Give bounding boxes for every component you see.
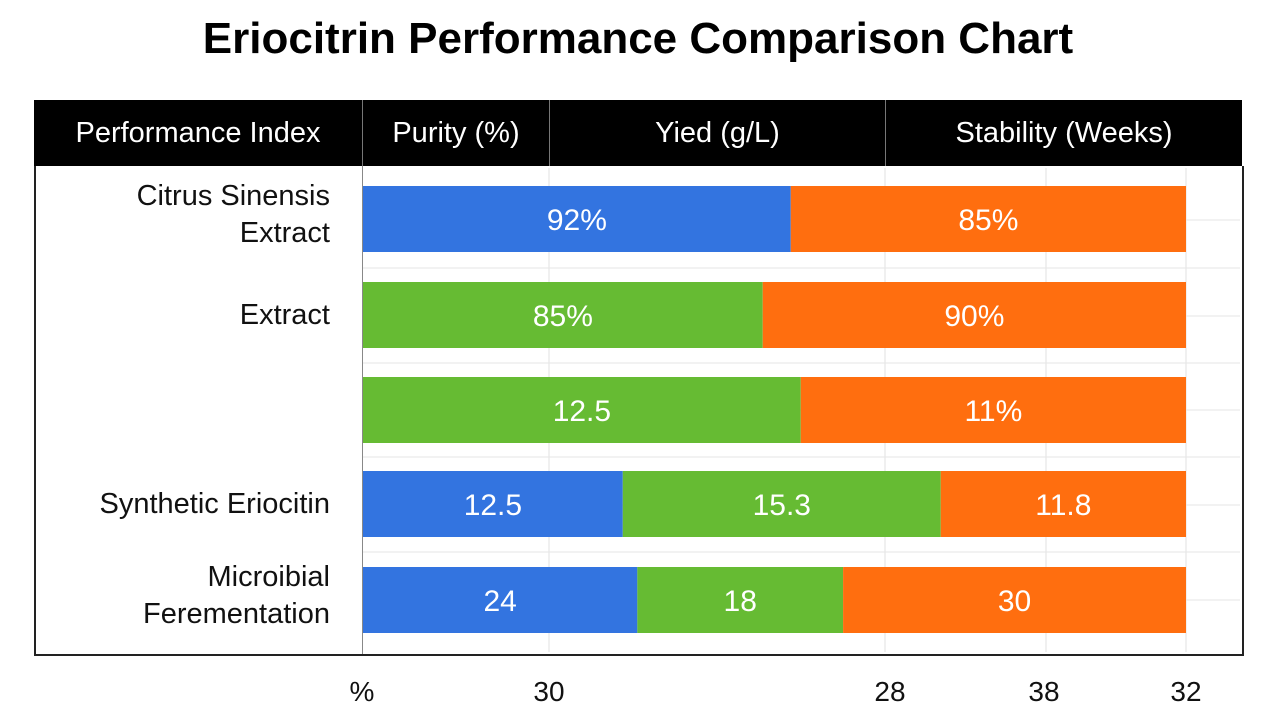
bar-segment-blue <box>363 186 791 252</box>
header-separator <box>885 100 886 166</box>
header-yield: Yied (g/L) <box>655 117 780 149</box>
bar-segment-blue <box>363 567 638 633</box>
data-label: 90% <box>944 300 1004 333</box>
bar-segment-orange <box>800 377 1186 443</box>
bar-segment-green <box>363 377 801 443</box>
row-label: Microibial Ferementation <box>143 561 330 630</box>
header-performance-index: Performance Index <box>75 117 321 149</box>
row-label: Extract <box>239 298 330 331</box>
data-label: 12.5 <box>553 395 611 428</box>
bar-segment-orange <box>762 282 1186 348</box>
row-label: Citrus Sinensis Extract <box>136 180 330 249</box>
bar-segment-orange <box>940 471 1186 537</box>
data-label: 85% <box>533 300 593 333</box>
header-stability: Stability (Weeks) <box>955 117 1173 149</box>
x-tick-label: 28 <box>874 676 906 707</box>
bar-segment-orange <box>843 567 1186 633</box>
header-purity: Purity (%) <box>392 117 520 149</box>
bar-segment-orange <box>790 186 1186 252</box>
data-label: 18 <box>724 585 757 618</box>
row-label: Synthetic Eriocitin <box>99 487 331 520</box>
plot-frame <box>34 166 1244 656</box>
header-separator <box>362 100 363 166</box>
data-label: 12.5 <box>464 489 522 522</box>
x-tick-label: % <box>349 676 375 707</box>
header-separator <box>549 100 550 166</box>
data-label: 11% <box>964 395 1022 428</box>
data-label: 85% <box>958 204 1018 237</box>
bar-segment-green <box>622 471 941 537</box>
data-label: 92% <box>547 204 607 237</box>
table-header <box>34 100 1242 166</box>
bar-segment-green <box>363 282 763 348</box>
chart-title: Eriocitrin Performance Comparison Chart <box>202 14 1074 63</box>
bar-segment-blue <box>363 471 623 537</box>
data-label: 30 <box>998 585 1031 618</box>
x-tick-label: 38 <box>1028 676 1060 707</box>
x-tick-label: 30 <box>533 676 565 707</box>
data-label: 24 <box>483 585 516 618</box>
data-label: 11.8 <box>1035 489 1091 522</box>
label-column-divider <box>362 166 363 654</box>
bar-segment-green <box>637 567 844 633</box>
data-label: 15.3 <box>753 489 811 522</box>
x-tick-label: 32 <box>1170 676 1202 707</box>
